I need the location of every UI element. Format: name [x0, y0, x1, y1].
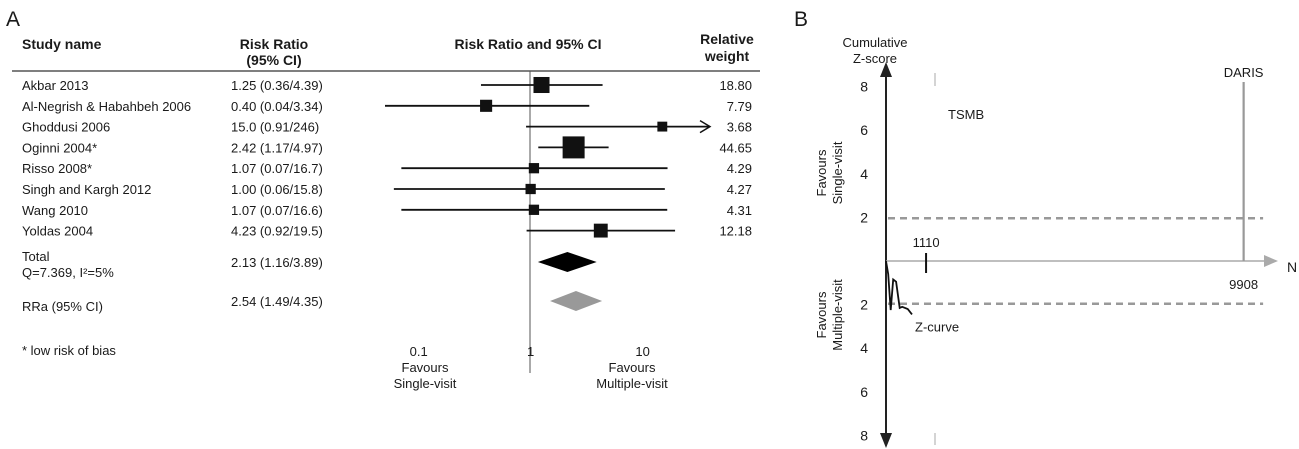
point-estimate: [480, 100, 492, 112]
study-name: Singh and Kargh 2012: [22, 182, 151, 197]
panel-label-a: A: [6, 8, 20, 31]
study-weight: 7.79: [727, 99, 752, 114]
study-weight: 18.80: [719, 78, 752, 93]
summary-name: RRa (95% CI): [22, 299, 103, 314]
study-risk-ratio: 1.00 (0.06/15.8): [231, 182, 323, 197]
study-row: Ghoddusi 2006 15.0 (0.91/246) 3.68: [22, 120, 752, 135]
summary-diamond: [550, 291, 602, 311]
tsa-panel: B Cumulative Z-score Favours Single-visi…: [794, 8, 1297, 448]
y-tick-label: 4: [860, 340, 868, 356]
study-weight: 3.68: [727, 120, 752, 135]
y-tick-label: 2: [860, 297, 868, 313]
study-row: Singh and Kargh 2012 1.00 (0.06/15.8) 4.27: [22, 182, 752, 197]
favours-left-line2: Single-visit: [394, 376, 457, 391]
favours-multiple-visit-line1: Favours: [814, 291, 829, 338]
x-axis-arrow: [1264, 255, 1278, 267]
study-name: Oginni 2004*: [22, 140, 97, 155]
point-estimate: [533, 77, 549, 93]
summary-row: RRa (95% CI) 2.54 (1.49/4.35): [22, 291, 602, 314]
favours-multiple-visit-line2: Multiple-visit: [830, 279, 845, 351]
summary-stat: Q=7.369, I²=5%: [22, 265, 114, 280]
study-name: Yoldas 2004: [22, 224, 93, 239]
y-axis-label-line2: Z-score: [853, 51, 897, 66]
x-tick-label: 10: [635, 344, 649, 359]
study-name: Al-Negrish & Habahbeh 2006: [22, 99, 191, 114]
study-risk-ratio: 2.42 (1.17/4.97): [231, 140, 323, 155]
study-risk-ratio: 1.25 (0.36/4.39): [231, 78, 323, 93]
daris-label: DARIS: [1224, 65, 1264, 80]
point-estimate: [529, 163, 539, 173]
y-tick-label: 6: [860, 122, 868, 138]
point-estimate: [563, 136, 585, 158]
x-marker-label: 1110: [913, 235, 940, 250]
study-row: Al-Negrish & Habahbeh 2006 0.40 (0.04/3.3…: [22, 99, 752, 114]
study-weight: 12.18: [719, 224, 752, 239]
study-row: Oginni 2004* 2.42 (1.17/4.97) 44.65: [22, 136, 752, 158]
header-study-name: Study name: [22, 36, 102, 52]
header-risk-ratio: Risk Ratio: [240, 36, 308, 52]
daris-x-label: 9908: [1229, 277, 1258, 292]
header-relative: Relative: [700, 31, 754, 47]
study-risk-ratio: 1.07 (0.07/16.7): [231, 161, 323, 176]
summary-risk-ratio: 2.54 (1.49/4.35): [231, 294, 323, 309]
study-name: Wang 2010: [22, 203, 88, 218]
study-name: Ghoddusi 2006: [22, 120, 110, 135]
point-estimate: [529, 205, 539, 215]
study-weight: 4.27: [727, 182, 752, 197]
study-name: Akbar 2013: [22, 78, 89, 93]
study-risk-ratio: 1.07 (0.07/16.6): [231, 203, 323, 218]
study-risk-ratio: 4.23 (0.92/19.5): [231, 224, 323, 239]
study-weight: 4.29: [727, 161, 752, 176]
study-row: Akbar 2013 1.25 (0.36/4.39) 18.80: [22, 77, 752, 93]
favours-right-line2: Multiple-visit: [596, 376, 668, 391]
study-name: Risso 2008*: [22, 161, 92, 176]
study-row: Wang 2010 1.07 (0.07/16.6) 4.31: [22, 203, 752, 218]
point-estimate: [594, 224, 608, 238]
y-tick-label: 6: [860, 384, 868, 400]
panel-label-b: B: [794, 8, 808, 31]
y-tick-label: 8: [860, 427, 868, 443]
favours-right-line1: Favours: [609, 360, 656, 375]
z-curve-label: Z-curve: [915, 319, 959, 334]
header-weight: weight: [704, 48, 750, 64]
header-risk-ratio-ci: (95% CI): [246, 52, 301, 68]
study-risk-ratio: 15.0 (0.91/246): [231, 120, 319, 135]
summary-risk-ratio: 2.13 (1.16/3.89): [231, 255, 323, 270]
y-axis-label-line1: Cumulative: [842, 35, 907, 50]
footnote: * low risk of bias: [22, 343, 116, 358]
study-row: Yoldas 2004 4.23 (0.92/19.5) 12.18: [22, 224, 752, 239]
header-plot-title: Risk Ratio and 95% CI: [454, 36, 601, 52]
x-axis-label: N: [1287, 259, 1297, 275]
point-estimate: [526, 184, 536, 194]
y-axis-arrow-down: [880, 433, 892, 448]
y-tick-label: 8: [860, 79, 868, 95]
summary-name: Total: [22, 249, 50, 264]
study-risk-ratio: 0.40 (0.04/3.34): [231, 99, 323, 114]
study-weight: 44.65: [719, 140, 752, 155]
study-weight: 4.31: [727, 203, 752, 218]
x-tick-label: 1: [527, 344, 534, 359]
x-tick-label: 0.1: [410, 344, 428, 359]
y-tick-label: 2: [860, 209, 868, 225]
summary-diamond: [538, 252, 597, 272]
favours-single-visit-line2: Single-visit: [830, 141, 845, 204]
point-estimate: [657, 122, 667, 132]
forest-plot-panel: A Study name Risk Ratio (95% CI) Risk Ra…: [6, 8, 760, 391]
y-tick-label: 4: [860, 166, 868, 182]
favours-single-visit-line1: Favours: [814, 149, 829, 196]
favours-left-line1: Favours: [402, 360, 449, 375]
z-curve: [886, 261, 912, 314]
study-row: Risso 2008* 1.07 (0.07/16.7) 4.29: [22, 161, 752, 176]
tsmb-label: TSMB: [948, 107, 984, 122]
